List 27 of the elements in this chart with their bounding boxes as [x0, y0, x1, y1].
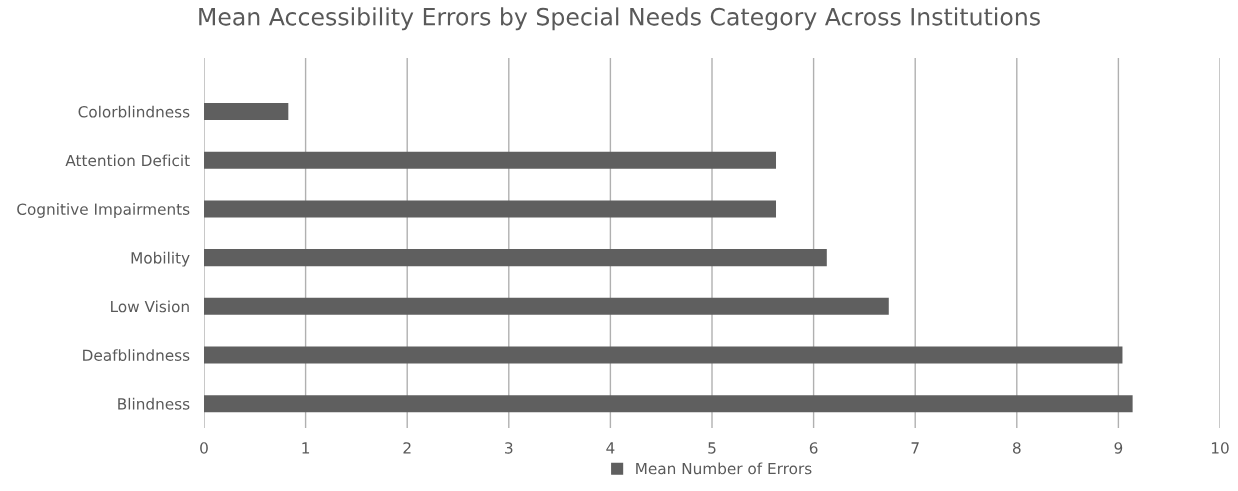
y-tick-label: Mobility: [131, 251, 190, 267]
bar: [204, 151, 777, 169]
x-tick-label: 0: [200, 442, 208, 454]
x-tick-label: 4: [606, 442, 615, 454]
x-tick-label: 1: [302, 442, 310, 454]
y-tick-label: Deafblindness: [83, 349, 190, 361]
x-tick-label: 2: [403, 442, 411, 454]
bar: [204, 249, 827, 267]
chart-title: Mean Accessibility Errors by Special Needs Category Across Institutions: [199, 7, 1040, 31]
x-tick-label: 6: [809, 442, 818, 454]
x-tick-label: 5: [708, 442, 716, 454]
x-tick-label: 8: [1012, 442, 1021, 454]
y-tick-label: Low Vision: [111, 300, 189, 313]
bar: [204, 103, 289, 121]
x-tick-label: 9: [1114, 442, 1123, 454]
bar: [204, 200, 777, 218]
x-tick-label: 3: [505, 442, 513, 454]
x-tick-label: 7: [911, 442, 919, 454]
y-tick-label: Blindness: [118, 397, 190, 410]
bar: [204, 297, 889, 315]
y-tick-label: Attention Deficit: [65, 154, 190, 167]
x-tick-label: 10: [1211, 442, 1229, 454]
bar: [204, 395, 1133, 413]
bar: [204, 346, 1123, 364]
y-tick-label: Cognitive Impairments: [17, 203, 190, 218]
legend-label: Mean Number of Errors: [636, 462, 812, 475]
y-tick-label: Colorblindness: [78, 105, 190, 118]
